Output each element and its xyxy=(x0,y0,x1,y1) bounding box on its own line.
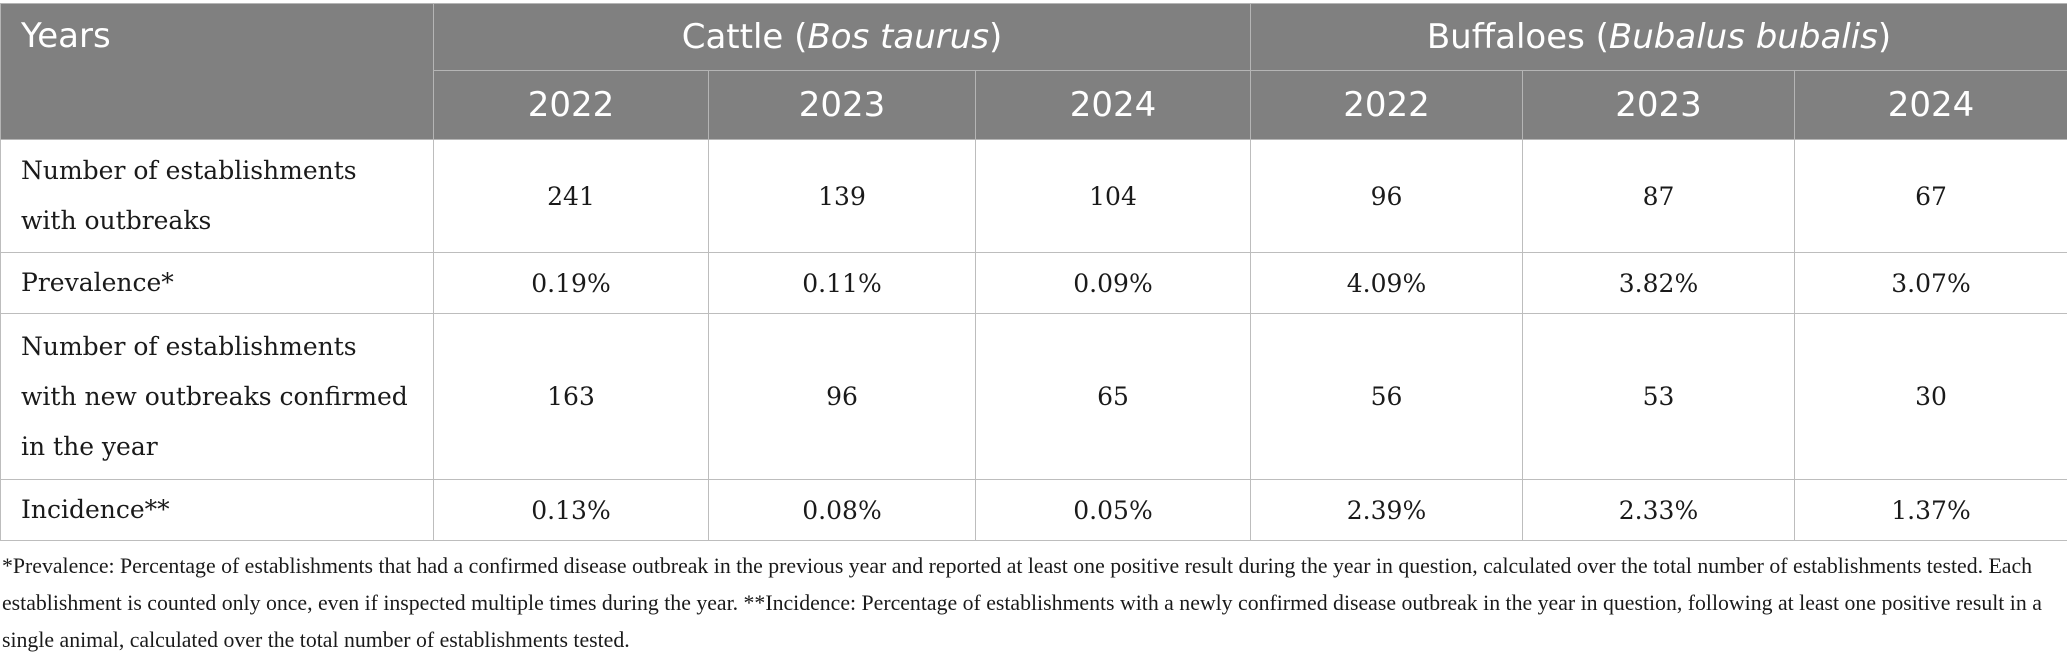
table-cell: 1.37% xyxy=(1794,479,2067,541)
year-header-cattle-2022: 2022 xyxy=(433,70,709,140)
table-cell: 0.09% xyxy=(975,252,1251,314)
year-header-cattle-2024: 2024 xyxy=(975,70,1251,140)
year-header-buffaloes-2023: 2023 xyxy=(1522,70,1795,140)
table-cell: 3.07% xyxy=(1794,252,2067,314)
row-label-prevalence: Prevalence* xyxy=(0,252,434,314)
buffaloes-header-suffix: ) xyxy=(1877,17,1892,57)
table-cell: 241 xyxy=(433,139,709,253)
year-header-buffaloes-2024: 2024 xyxy=(1794,70,2067,140)
table-cell: 139 xyxy=(708,139,976,253)
table-cell: 56 xyxy=(1250,313,1523,480)
outbreak-table: Years Cattle (Bos taurus) Buffaloes (Bub… xyxy=(0,3,2067,541)
row-label-establishments-with-outbreaks: Number of establishments with outbreaks xyxy=(0,139,434,253)
table-header: Years Cattle (Bos taurus) Buffaloes (Bub… xyxy=(0,3,2067,140)
table-cell: 2.39% xyxy=(1250,479,1523,541)
table-cell: 0.05% xyxy=(975,479,1251,541)
table-cell: 67 xyxy=(1794,139,2067,253)
cattle-header-prefix: Cattle ( xyxy=(681,17,808,57)
table-row: Number of establishments with outbreaks … xyxy=(0,139,2067,253)
cattle-header: Cattle (Bos taurus) xyxy=(433,3,1251,71)
table-cell: 0.13% xyxy=(433,479,709,541)
table-cell: 2.33% xyxy=(1522,479,1795,541)
table-cell: 0.19% xyxy=(433,252,709,314)
table-row: Incidence** 0.13% 0.08% 0.05% 2.39% 2.33… xyxy=(0,479,2067,541)
row-label-new-outbreaks: Number of establishments with new outbre… xyxy=(0,313,434,480)
buffaloes-header-prefix: Buffaloes ( xyxy=(1426,17,1609,57)
year-header-cattle-2023: 2023 xyxy=(708,70,976,140)
table-cell: 65 xyxy=(975,313,1251,480)
table-cell: 3.82% xyxy=(1522,252,1795,314)
years-header: Years xyxy=(0,3,434,140)
table-cell: 53 xyxy=(1522,313,1795,480)
table-cell: 163 xyxy=(433,313,709,480)
table-row: Number of establishments with new outbre… xyxy=(0,313,2067,480)
table-cell: 4.09% xyxy=(1250,252,1523,314)
table-cell: 96 xyxy=(708,313,976,480)
table-cell: 0.11% xyxy=(708,252,976,314)
table-cell: 0.08% xyxy=(708,479,976,541)
table-cell: 30 xyxy=(1794,313,2067,480)
cattle-latin-name: Bos taurus xyxy=(807,17,990,57)
buffaloes-latin-name: Bubalus bubalis xyxy=(1608,17,1878,57)
year-header-buffaloes-2022: 2022 xyxy=(1250,70,1523,140)
table-cell: 104 xyxy=(975,139,1251,253)
cattle-header-suffix: ) xyxy=(989,17,1003,57)
row-label-incidence: Incidence** xyxy=(0,479,434,541)
table-cell: 87 xyxy=(1522,139,1795,253)
buffaloes-header: Buffaloes (Bubalus bubalis) xyxy=(1250,3,2067,71)
table-footnote: *Prevalence: Percentage of establishment… xyxy=(2,554,2042,652)
table-row: Prevalence* 0.19% 0.11% 0.09% 4.09% 3.82… xyxy=(0,252,2067,314)
table-body: Number of establishments with outbreaks … xyxy=(0,139,2067,541)
table-cell: 96 xyxy=(1250,139,1523,253)
